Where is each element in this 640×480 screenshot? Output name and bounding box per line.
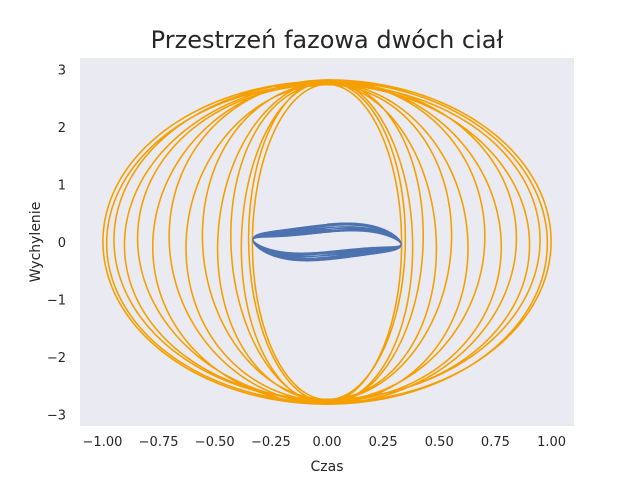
y-axis-ticks: −3 −2 −1 0 1 2 3 [47, 64, 66, 424]
y-tick-label: −3 [47, 409, 66, 424]
x-tick-label: −1.00 [83, 435, 123, 450]
x-tick-label: 0.50 [425, 435, 454, 450]
plot-area-background [80, 58, 574, 426]
x-tick-label: 1.00 [537, 435, 566, 450]
x-tick-label: −0.50 [195, 435, 235, 450]
chart-title: Przestrzeń fazowa dwóch ciał [151, 26, 504, 54]
x-axis-ticks: −1.00 −0.75 −0.50 −0.25 0.00 0.25 0.50 0.75 1.00 [83, 435, 566, 450]
y-tick-label: 1 [58, 179, 66, 194]
x-tick-label: −0.75 [139, 435, 179, 450]
x-tick-label: −0.25 [251, 435, 291, 450]
x-axis-label: Czas [311, 459, 344, 475]
y-tick-label: −2 [47, 351, 66, 366]
x-tick-label: 0.75 [481, 435, 510, 450]
series-group [102, 79, 552, 405]
y-axis-label: Wychylenie [28, 202, 44, 283]
y-tick-label: 3 [58, 64, 66, 79]
x-tick-label: 0.25 [369, 435, 398, 450]
y-tick-label: 0 [58, 236, 66, 251]
y-tick-label: −1 [47, 294, 66, 309]
y-tick-label: 2 [58, 121, 66, 136]
series-line-orange [102, 79, 552, 405]
x-tick-label: 0.00 [313, 435, 342, 450]
series-line-blue [252, 222, 402, 262]
